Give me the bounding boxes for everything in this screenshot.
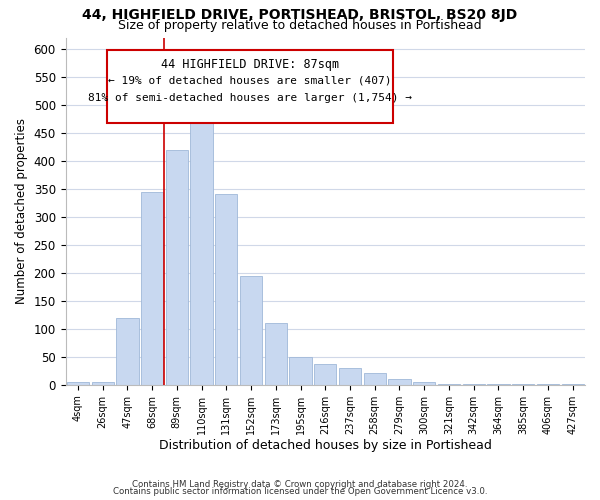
Bar [166, 150, 188, 385]
Bar [537, 384, 559, 385]
Text: Size of property relative to detached houses in Portishead: Size of property relative to detached ho… [118, 18, 482, 32]
Y-axis label: Number of detached properties: Number of detached properties [15, 118, 28, 304]
FancyBboxPatch shape [107, 50, 393, 122]
Bar [240, 276, 262, 385]
Bar [413, 382, 436, 385]
Bar [190, 112, 213, 385]
X-axis label: Distribution of detached houses by size in Portishead: Distribution of detached houses by size … [159, 440, 492, 452]
Bar [116, 318, 139, 385]
Bar [339, 368, 361, 385]
Bar [512, 384, 534, 385]
Bar [562, 384, 584, 385]
Bar [215, 194, 238, 385]
Text: Contains public sector information licensed under the Open Government Licence v3: Contains public sector information licen… [113, 488, 487, 496]
Bar [67, 382, 89, 385]
Bar [92, 382, 114, 385]
Text: ← 19% of detached houses are smaller (407): ← 19% of detached houses are smaller (40… [108, 76, 392, 86]
Text: 44 HIGHFIELD DRIVE: 87sqm: 44 HIGHFIELD DRIVE: 87sqm [161, 58, 339, 71]
Text: Contains HM Land Registry data © Crown copyright and database right 2024.: Contains HM Land Registry data © Crown c… [132, 480, 468, 489]
Bar [388, 379, 410, 385]
Bar [314, 364, 337, 385]
Bar [289, 357, 311, 385]
Bar [438, 384, 460, 385]
Bar [364, 372, 386, 385]
Bar [265, 323, 287, 385]
Bar [487, 384, 509, 385]
Bar [141, 192, 163, 385]
Text: 81% of semi-detached houses are larger (1,754) →: 81% of semi-detached houses are larger (… [88, 93, 412, 103]
Text: 44, HIGHFIELD DRIVE, PORTISHEAD, BRISTOL, BS20 8JD: 44, HIGHFIELD DRIVE, PORTISHEAD, BRISTOL… [82, 8, 518, 22]
Bar [463, 384, 485, 385]
